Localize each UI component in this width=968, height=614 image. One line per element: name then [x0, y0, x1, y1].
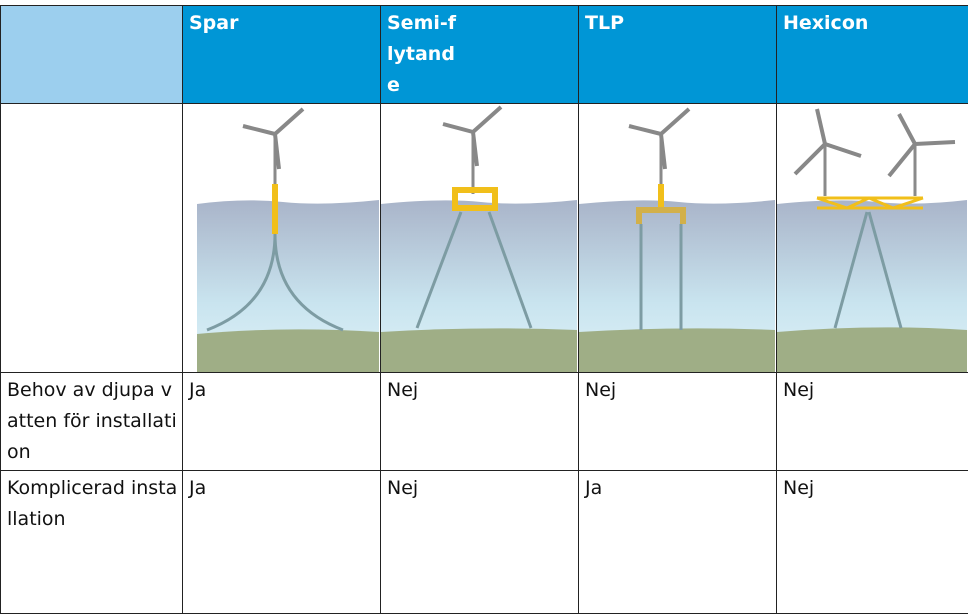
image-cell: [777, 104, 968, 373]
header-cell: [1, 6, 183, 104]
table-row: Behov av djupa vatten för installation J…: [1, 373, 968, 471]
image-row: [1, 104, 968, 373]
image-cell: [381, 104, 579, 373]
header-cell: Hexicon: [777, 6, 968, 104]
comparison-table: Spar Semi-flytande TLP Hexicon: [0, 5, 968, 614]
table-row: Komplicerad installation Ja Nej Ja Nej: [1, 471, 968, 614]
table-cell: Nej: [381, 373, 579, 471]
image-cell: [579, 104, 777, 373]
row-label: Komplicerad installation: [1, 471, 183, 614]
header-cell: Spar: [183, 6, 381, 104]
table-cell: Ja: [183, 471, 381, 614]
table-cell: Nej: [579, 373, 777, 471]
header-text: Semi-flytande: [387, 8, 457, 101]
semi-illustration: [381, 104, 577, 372]
table-cell: Ja: [183, 373, 381, 471]
header-row: Spar Semi-flytande TLP Hexicon: [1, 6, 968, 104]
empty-cell: [1, 104, 183, 373]
table-cell: Nej: [381, 471, 579, 614]
hexicon-illustration: [777, 104, 967, 372]
row-label: Behov av djupa vatten för installation: [1, 373, 183, 471]
header-cell: TLP: [579, 6, 777, 104]
header-cell: Semi-flytande: [381, 6, 579, 104]
table-cell: Nej: [777, 373, 968, 471]
table-cell: Nej: [777, 471, 968, 614]
table-cell: Ja: [579, 471, 777, 614]
spar-illustration: [183, 104, 379, 372]
tlp-illustration: [579, 104, 775, 372]
image-cell: [183, 104, 381, 373]
